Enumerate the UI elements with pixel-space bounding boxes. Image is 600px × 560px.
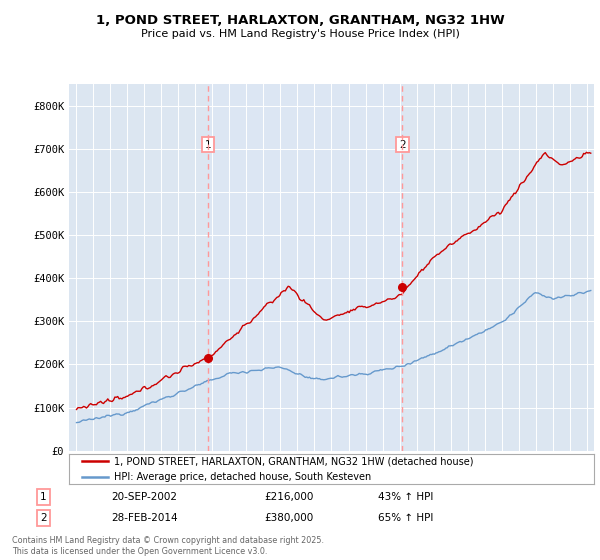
Text: 43% ↑ HPI: 43% ↑ HPI (378, 492, 433, 502)
Text: £216,000: £216,000 (264, 492, 313, 502)
Text: 2: 2 (40, 513, 47, 523)
Text: Contains HM Land Registry data © Crown copyright and database right 2025.
This d: Contains HM Land Registry data © Crown c… (12, 536, 324, 556)
Text: 1, POND STREET, HARLAXTON, GRANTHAM, NG32 1HW: 1, POND STREET, HARLAXTON, GRANTHAM, NG3… (95, 14, 505, 27)
Text: HPI: Average price, detached house, South Kesteven: HPI: Average price, detached house, Sout… (113, 472, 371, 482)
Text: 2: 2 (399, 139, 406, 150)
Text: 1, POND STREET, HARLAXTON, GRANTHAM, NG32 1HW (detached house): 1, POND STREET, HARLAXTON, GRANTHAM, NG3… (113, 456, 473, 466)
Text: Price paid vs. HM Land Registry's House Price Index (HPI): Price paid vs. HM Land Registry's House … (140, 29, 460, 39)
Text: £380,000: £380,000 (264, 513, 313, 523)
Text: 28-FEB-2014: 28-FEB-2014 (111, 513, 178, 523)
Text: 65% ↑ HPI: 65% ↑ HPI (378, 513, 433, 523)
Text: 20-SEP-2002: 20-SEP-2002 (111, 492, 177, 502)
Text: 1: 1 (205, 139, 211, 150)
Text: 1: 1 (40, 492, 47, 502)
Bar (208, 84, 403, 451)
